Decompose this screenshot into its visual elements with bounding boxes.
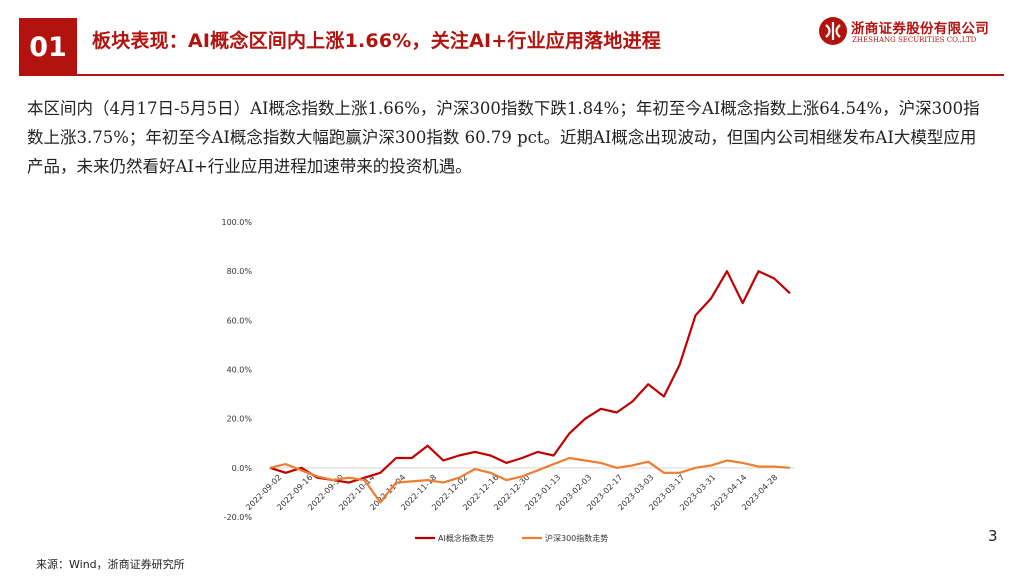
y-tick-label: 40.0% xyxy=(227,366,253,375)
source-note: 来源：Wind，浙商证券研究所 xyxy=(36,558,185,571)
legend-label-0: AI概念指数走势 xyxy=(438,533,494,543)
series-line-1 xyxy=(269,456,791,504)
y-tick-label: 20.0% xyxy=(227,415,253,424)
line-chart: -20.0%0.0%20.0%40.0%60.0%80.0%100.0%2022… xyxy=(221,218,795,543)
y-tick-label: 0.0% xyxy=(232,464,253,473)
summary-paragraph: 本区间内（4月17日-5月5日）AI概念指数上涨1.66%，沪深300指数下跌1… xyxy=(27,99,980,176)
section-number-badge: 01 xyxy=(19,18,77,76)
y-tick-label: 80.0% xyxy=(227,267,253,276)
logo-name-en: ZHESHANG SECURITIES CO.,LTD xyxy=(852,36,977,44)
y-tick-label: 100.0% xyxy=(221,218,252,227)
legend-label-1: 沪深300指数走势 xyxy=(545,533,608,543)
header-divider xyxy=(77,74,1004,76)
page-title: 板块表现：AI概念区间内上涨1.66%，关注AI+行业应用落地进程 xyxy=(92,30,661,52)
logo-name-cn: 浙商证券股份有限公司 xyxy=(851,21,989,37)
y-tick-label: 60.0% xyxy=(227,316,253,325)
series-line-0 xyxy=(269,270,791,484)
page-number: 3 xyxy=(988,527,998,545)
company-logo: 浙商证券股份有限公司 ZHESHANG SECURITIES CO.,LTD xyxy=(818,14,1008,54)
zheshang-logo-mark-icon xyxy=(819,17,847,45)
y-tick-label: -20.0% xyxy=(224,513,253,522)
